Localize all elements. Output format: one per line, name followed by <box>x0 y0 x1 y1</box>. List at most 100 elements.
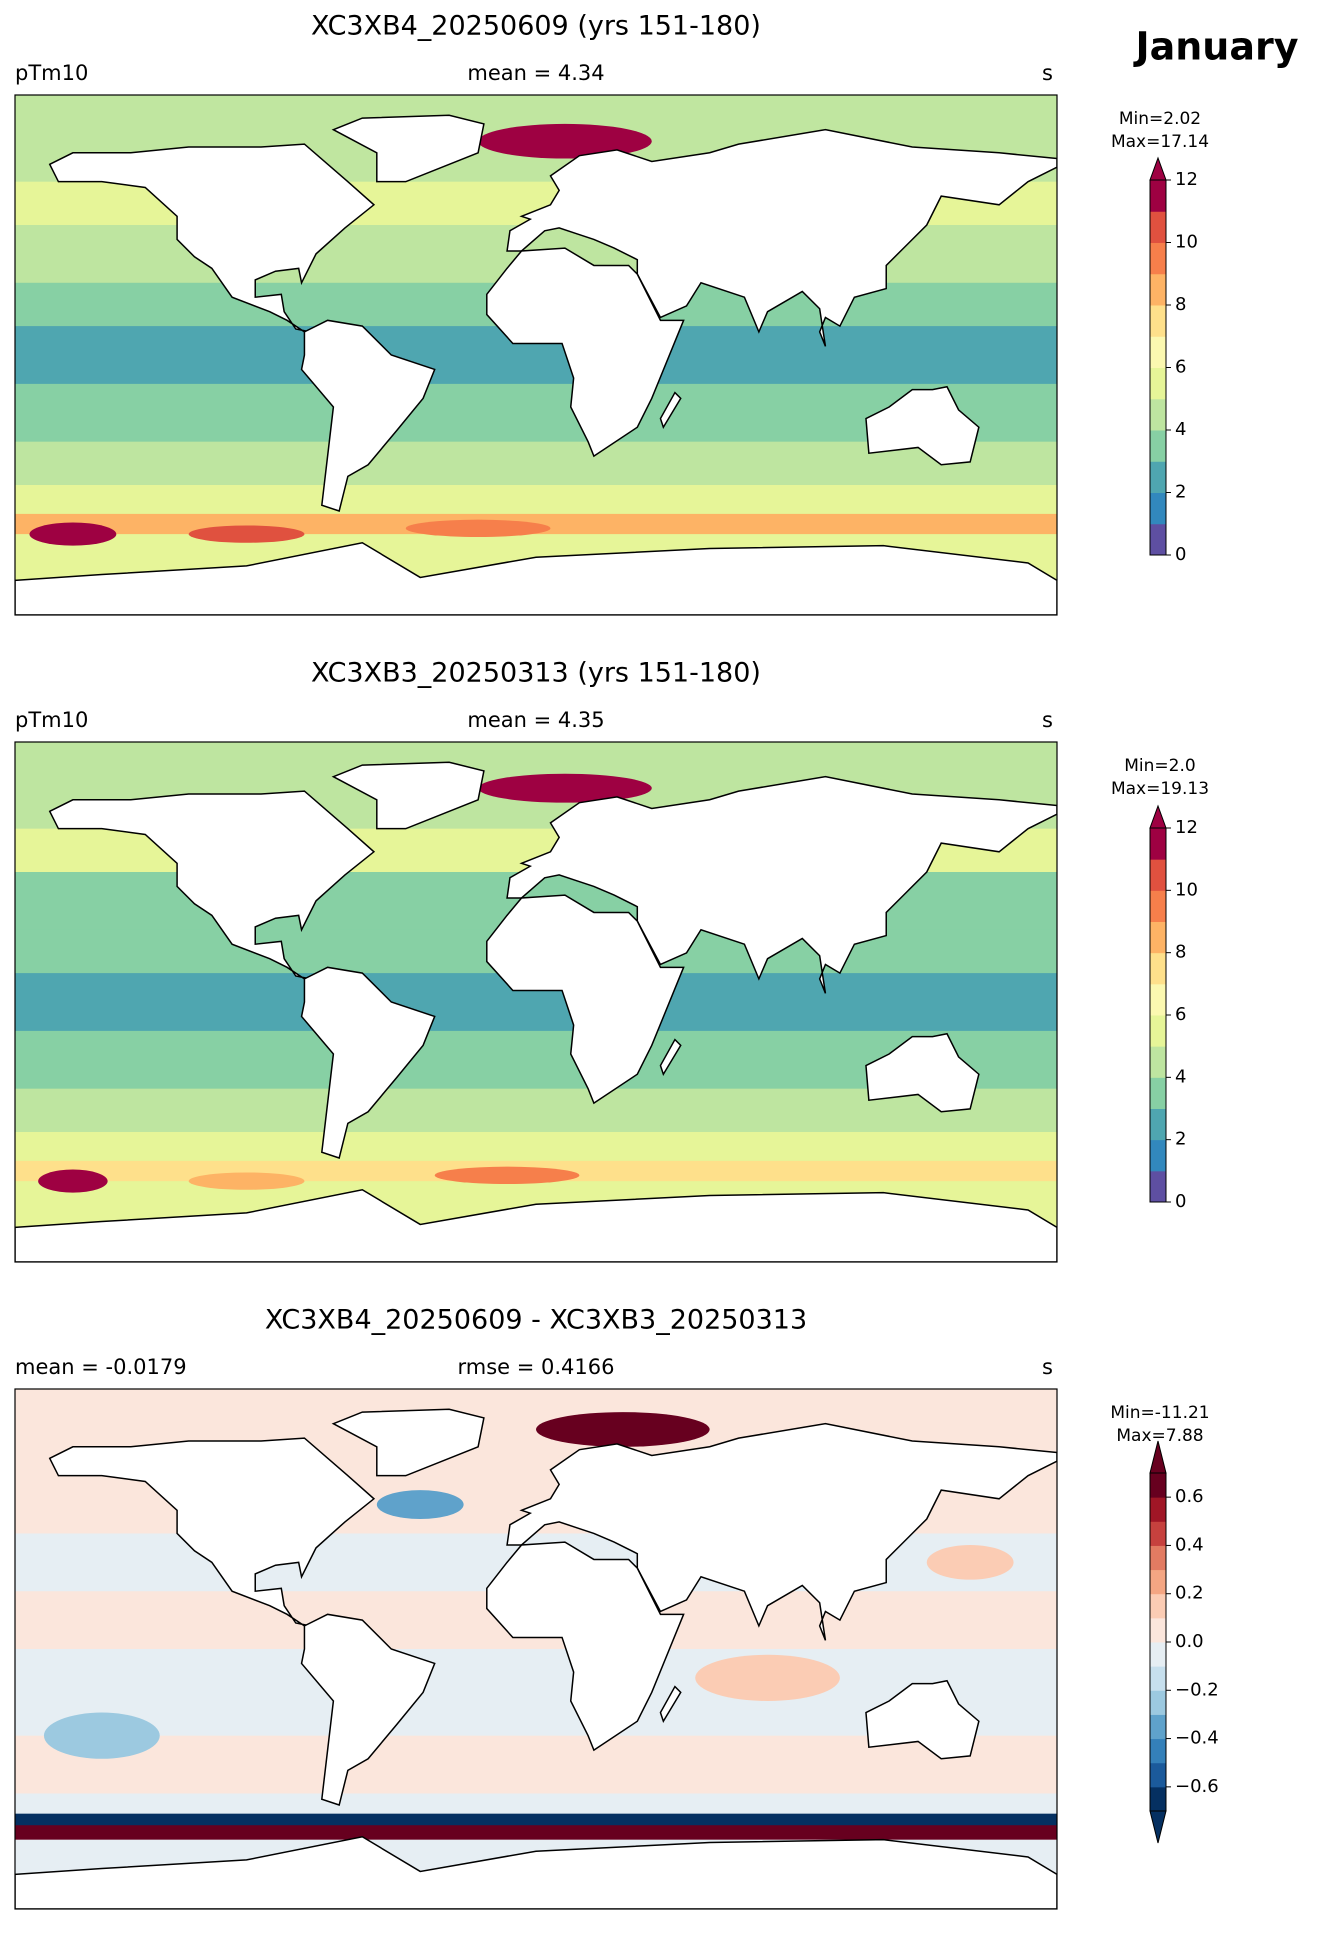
colorbar-tick-label: −0.4 <box>1175 1728 1219 1749</box>
colorbar-segment <box>1150 180 1166 212</box>
coastline <box>506 1422 1057 1641</box>
colorbar-segment <box>1150 1690 1166 1715</box>
colorbar-tick-label: 6 <box>1175 1004 1186 1025</box>
colorbar-segment <box>1150 1108 1166 1141</box>
colorbar-tick-label: 4 <box>1175 1066 1186 1087</box>
colorbar-tick-label: 2 <box>1175 482 1186 503</box>
left-label: pTm10 <box>15 708 88 732</box>
coastline <box>48 790 376 980</box>
colorbar-segment <box>1150 1569 1166 1595</box>
ocean-field <box>478 773 652 803</box>
map <box>15 1389 1057 1909</box>
colorbar-segment <box>1150 983 1166 1016</box>
panel-title: XC3XB4_20250609 (yrs 151-180) <box>311 11 761 42</box>
colorbar-segment <box>1150 890 1166 922</box>
colorbar-extend <box>1149 804 1167 829</box>
colorbar-min: Min=-11.21 <box>1110 1403 1209 1423</box>
panel-title: XC3XB3_20250313 (yrs 151-180) <box>311 658 761 689</box>
panel-title: XC3XB4_20250609 - XC3XB3_20250313 <box>265 1305 807 1336</box>
colorbar-tick-label: 0.0 <box>1175 1631 1204 1652</box>
colorbar-segment <box>1150 523 1166 556</box>
units-label: s <box>1042 1355 1053 1379</box>
colorbar-segment <box>1150 367 1166 400</box>
coastline <box>331 761 485 830</box>
colorbar-segment <box>1150 1738 1166 1764</box>
map <box>15 95 1057 615</box>
coastline <box>865 1679 980 1760</box>
colorbar-segment <box>1150 1545 1166 1571</box>
colorbar-segment <box>1150 1786 1166 1812</box>
colorbar-segment <box>1150 305 1166 337</box>
colorbar-max: Max=17.14 <box>1111 132 1209 152</box>
colorbar-tick-label: 8 <box>1175 942 1186 963</box>
colorbar-segment <box>1150 859 1166 891</box>
coastline <box>865 385 980 466</box>
ocean-field <box>15 1813 1057 1826</box>
colorbar-tick-label: 6 <box>1175 357 1186 378</box>
colorbar-segment <box>1150 242 1166 275</box>
colorbar-segment <box>1150 952 1166 985</box>
ocean-field <box>405 519 551 537</box>
colorbar-tick-label: 0.2 <box>1175 1583 1204 1604</box>
colorbar-segment <box>1150 1170 1166 1203</box>
coastline <box>506 775 1057 994</box>
colorbar-max: Max=7.88 <box>1116 1426 1203 1446</box>
colorbar-segment <box>1150 1714 1166 1740</box>
colorbar-segment <box>1150 1046 1166 1078</box>
coastline <box>300 1613 436 1806</box>
ocean-field <box>38 1169 108 1193</box>
colorbar-segment <box>1150 1497 1166 1522</box>
colorbar-extend <box>1149 1810 1167 1844</box>
colorbar-segment <box>1150 1521 1166 1546</box>
colorbar-segment <box>1150 1473 1166 1498</box>
center-label: mean = 4.35 <box>467 708 604 732</box>
colorbar-tick-label: 10 <box>1175 232 1198 253</box>
colorbar-segment <box>1150 1077 1166 1109</box>
ocean-field <box>434 1166 580 1185</box>
figure-title: January <box>1132 25 1298 69</box>
coastline <box>300 966 436 1159</box>
coastline <box>48 143 376 333</box>
coastline <box>659 391 682 430</box>
coastline <box>865 1032 980 1113</box>
colorbar-tick-label: 0 <box>1175 544 1186 565</box>
colorbar-tick-label: −0.6 <box>1175 1776 1219 1797</box>
map <box>15 742 1057 1262</box>
colorbar-segment <box>1150 1015 1166 1047</box>
colorbar-segment <box>1150 1666 1166 1691</box>
colorbar-max: Max=19.13 <box>1111 779 1209 799</box>
colorbar-tick-label: 4 <box>1175 419 1186 440</box>
colorbar-segment <box>1150 273 1166 306</box>
colorbar-min: Min=2.02 <box>1119 109 1201 129</box>
coastline <box>506 128 1057 347</box>
ocean-field <box>15 1793 1057 1815</box>
units-label: s <box>1042 61 1053 85</box>
coastline <box>15 1188 1057 1262</box>
colorbar-extend <box>1149 156 1167 181</box>
ocean-field <box>43 1712 160 1759</box>
coastline <box>659 1038 682 1077</box>
ocean-field <box>15 1132 1057 1162</box>
ocean-field <box>926 1545 1014 1580</box>
colorbar-tick-label: 10 <box>1175 879 1198 900</box>
center-label: mean = 4.34 <box>467 61 604 85</box>
coastline <box>331 1408 485 1477</box>
colorbar-tick-label: 0 <box>1175 1191 1186 1212</box>
colorbar-segment <box>1150 430 1166 462</box>
colorbar-segment <box>1150 398 1166 431</box>
coastline <box>486 894 685 1105</box>
ocean-field <box>536 1412 710 1447</box>
units-label: s <box>1042 708 1053 732</box>
colorbar-tick-label: 12 <box>1175 169 1198 190</box>
colorbar-segment <box>1150 1139 1166 1172</box>
colorbar-tick-label: 8 <box>1175 294 1186 315</box>
ocean-field <box>478 123 652 159</box>
ocean-field <box>695 1654 840 1701</box>
ocean-field <box>376 1490 464 1519</box>
colorbar-segment <box>1150 828 1166 860</box>
colorbar-tick-label: 0.4 <box>1175 1534 1204 1555</box>
map-frame <box>14 741 1058 1263</box>
left-label: pTm10 <box>15 61 88 85</box>
colorbar-segment <box>1150 921 1166 954</box>
